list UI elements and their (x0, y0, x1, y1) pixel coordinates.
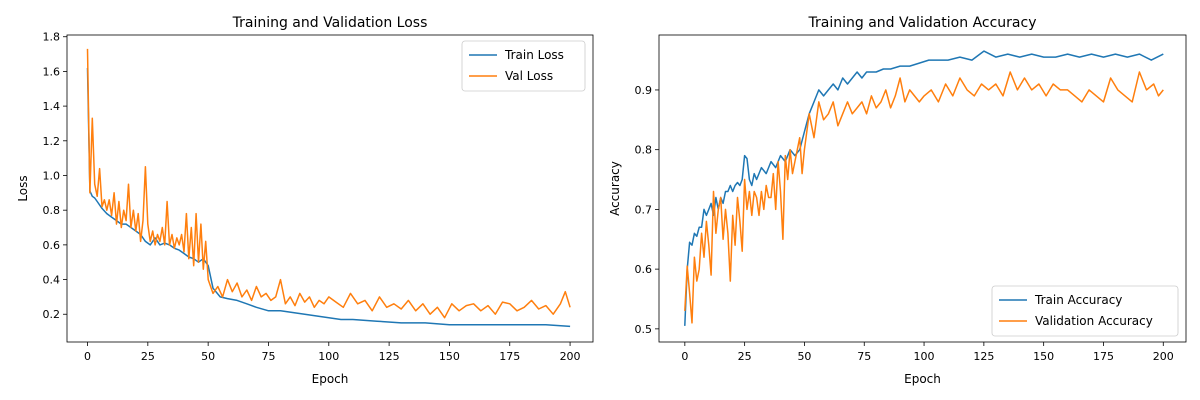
chart-panel-1: Training and Validation Loss Epoch Loss 0 25… (16, 15, 594, 386)
y-tick-label: 0.5 (635, 323, 653, 336)
legend-label: Train Loss (504, 48, 564, 62)
x-tick-label: 75 (857, 350, 871, 363)
x-tick-label: 125 (379, 350, 400, 363)
y-tick-label: 0.8 (43, 204, 61, 217)
y-tick-label: 1.0 (43, 169, 61, 182)
y-axis-label: Loss (16, 175, 30, 201)
x-tick-label: 25 (738, 350, 752, 363)
y-tick-label: 0.2 (43, 308, 61, 321)
y-tick-label: 1.2 (43, 135, 61, 148)
plot-frame (66, 34, 594, 343)
x-tick-label: 75 (261, 350, 275, 363)
chart-title: Training and Validation Accuracy (808, 15, 1037, 31)
legend: Train Loss Val Loss (461, 40, 586, 92)
series-line-2 (86, 48, 571, 319)
chart-title: Training and Validation Loss (232, 15, 428, 31)
x-tick-label: 150 (1033, 350, 1054, 363)
plot-frame (658, 34, 1187, 343)
y-tick-label: 1.6 (43, 65, 61, 78)
x-tick-label: 175 (1093, 350, 1114, 363)
legend-label: Train Accuracy (1034, 293, 1122, 307)
y-axis-label: Accuracy (608, 161, 622, 216)
y-tick-label: 0.8 (635, 144, 653, 157)
series-line-2 (684, 71, 1164, 324)
y-tick-label: 0.9 (635, 84, 653, 97)
y-tick-label: 0.6 (635, 263, 653, 276)
x-tick-label: 0 (84, 350, 91, 363)
x-tick-label: 0 (681, 350, 688, 363)
x-tick-label: 150 (439, 350, 460, 363)
x-tick-label: 175 (499, 350, 520, 363)
series-line-1 (86, 67, 571, 328)
x-tick-label: 100 (914, 350, 935, 363)
y-tick-label: 1.4 (43, 100, 61, 113)
legend-box (461, 40, 586, 92)
x-axis-label: Epoch (312, 372, 349, 386)
x-tick-label: 200 (1153, 350, 1174, 363)
y-tick-label: 0.7 (635, 203, 653, 216)
x-axis-label: Epoch (904, 372, 941, 386)
y-tick-label: 1.8 (43, 31, 61, 44)
y-tick-label: 0.6 (43, 239, 61, 252)
y-tick-label: 0.4 (43, 274, 61, 287)
x-tick-label: 50 (797, 350, 811, 363)
x-tick-label: 50 (201, 350, 215, 363)
x-tick-label: 200 (560, 350, 581, 363)
legend-label: Validation Accuracy (1035, 314, 1153, 328)
legend: Train Accuracy Validation Accuracy (991, 285, 1179, 337)
legend-label: Val Loss (505, 69, 553, 83)
x-tick-label: 125 (973, 350, 994, 363)
chart-panel-2: Training and Validation Accuracy Epoch Acc… (608, 15, 1187, 386)
x-tick-label: 100 (318, 350, 339, 363)
series-line-1 (684, 50, 1164, 326)
x-tick-label: 25 (141, 350, 155, 363)
legend-box (991, 285, 1179, 337)
